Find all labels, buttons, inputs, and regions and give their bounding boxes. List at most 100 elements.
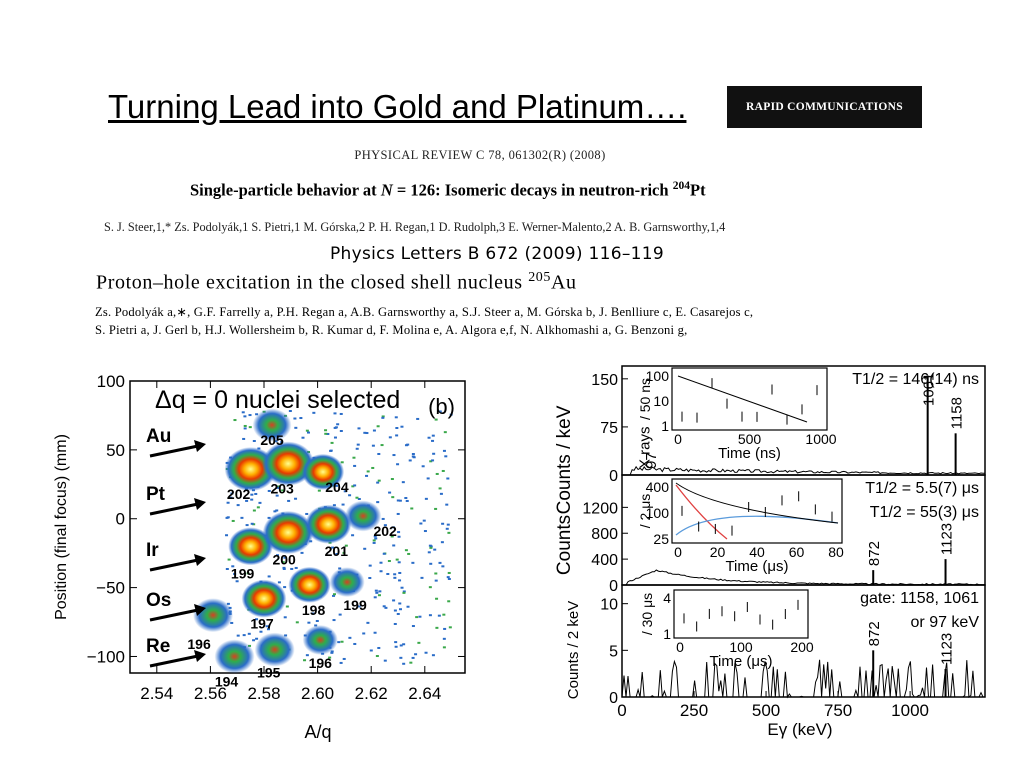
heatmap-noise-pixel — [266, 628, 270, 631]
heatmap-noise-pixel — [299, 417, 303, 420]
heatmap-noise-pixel — [225, 516, 229, 519]
heatmap-noise-pixel — [341, 503, 345, 506]
heatmap-noise-pixel — [353, 484, 357, 487]
heatmap-noise-pixel — [449, 413, 453, 416]
heatmap-element-labels: Au Pt Ir Os Re — [146, 426, 206, 668]
spectrum-xtick-label: 0 — [617, 701, 626, 720]
heatmap-noise-pixel — [362, 632, 366, 635]
heatmap-noise-pixel — [402, 591, 406, 594]
heatmap-noise-pixel — [417, 641, 421, 644]
heatmap-noise-pixel — [382, 552, 386, 555]
heatmap-spot — [252, 408, 292, 442]
heatmap-spot — [329, 567, 365, 598]
heatmap-noise-pixel — [250, 498, 254, 501]
heatmap-noise-pixel — [399, 644, 403, 647]
heatmap-noise-pixel — [414, 653, 418, 656]
spectrum-ytick-label: 800 — [591, 526, 618, 543]
spectrum-annotation: T1/2 = 5.5(7) μs — [865, 480, 979, 497]
spectrum-xlabel: Eγ (keV) — [767, 720, 832, 739]
heatmap-noise-pixel — [357, 497, 361, 500]
paper1-title: Single-particle behavior at N = 126: Iso… — [190, 180, 706, 201]
paper1-title-pre: Single-particle behavior at — [190, 180, 381, 200]
spectrum-ytick-label: 0 — [609, 468, 618, 485]
heatmap-noise-pixel — [444, 455, 448, 458]
heatmap-noise-pixel — [300, 551, 304, 554]
heatmap-noise-pixel — [282, 567, 286, 570]
heatmap-noise-pixel — [330, 651, 334, 654]
heatmap-noise-pixel — [411, 656, 415, 659]
heatmap-spot-label: 200 — [272, 552, 296, 568]
heatmap-xlabel: A/q — [304, 722, 331, 742]
heatmap-noise-pixel — [333, 426, 337, 429]
spectrum-shared-ylabel: Counts / keV — [554, 405, 575, 514]
heatmap-noise-pixel — [283, 616, 287, 619]
heatmap-noise-pixel — [277, 581, 281, 584]
heatmap-noise-pixel — [353, 642, 357, 645]
heatmap-noise-pixel — [340, 640, 344, 643]
heatmap-noise-pixel — [418, 615, 422, 618]
heatmap-ytick-label: −100 — [87, 647, 125, 666]
heatmap-noise-pixel — [416, 417, 420, 420]
heatmap-element-arrow — [149, 654, 199, 668]
heatmap-noise-pixel — [357, 427, 361, 430]
heatmap-noise-pixel — [383, 524, 387, 527]
heatmap-noise-pixel — [336, 423, 340, 426]
heatmap-noise-pixel — [379, 570, 383, 573]
heatmap-noise-pixel — [377, 594, 381, 597]
spectrum-inset-xtick: 100 — [729, 639, 753, 655]
heatmap-noise-pixel — [443, 431, 447, 434]
heatmap-noise-pixel — [233, 419, 237, 422]
spectrum-annotation: or 97 keV — [911, 614, 980, 631]
heatmap-noise-pixel — [411, 561, 415, 564]
heatmap-noise-pixel — [334, 484, 338, 487]
heatmap-noise-pixel — [397, 531, 401, 534]
spectrum-peak-label: 1061 — [921, 373, 938, 406]
heatmap-ylabel: Position (final focus) (mm) — [53, 434, 70, 620]
spectrum-peak-label: 872 — [866, 541, 883, 566]
heatmap-noise-pixel — [294, 497, 298, 500]
heatmap-noise-pixel — [243, 427, 247, 430]
heatmap-noise-pixel — [307, 431, 311, 434]
heatmap-noise-pixel — [390, 478, 394, 481]
spectrum-ytick-label: 400 — [591, 552, 618, 569]
heatmap-noise-pixel — [293, 417, 297, 420]
heatmap-noise-pixel — [355, 447, 359, 450]
heatmap-noise-pixel — [276, 485, 280, 488]
heatmap-noise-pixel — [384, 606, 388, 609]
heatmap-noise-pixel — [281, 561, 285, 564]
heatmap-noise-pixel — [332, 593, 336, 596]
heatmap-noise-pixel — [393, 573, 397, 576]
heatmap-xtick-label: 2.58 — [247, 684, 280, 703]
heatmap-noise-pixel — [429, 546, 433, 549]
heatmap-noise-pixel — [285, 605, 289, 608]
heatmap-noise-pixel — [315, 619, 319, 622]
heatmap-noise-pixel — [252, 639, 256, 642]
heatmap-noise-pixel — [338, 613, 342, 616]
heatmap-noise-pixel — [412, 456, 416, 459]
heatmap-noise-pixel — [378, 590, 382, 593]
heatmap-element-label: Ir — [146, 540, 159, 561]
heatmap-noise-pixel — [406, 605, 410, 608]
heatmap-noise-pixel — [424, 497, 428, 500]
heatmap-noise-pixel — [398, 499, 402, 502]
heatmap-spot-label: 195 — [257, 665, 281, 681]
heatmap-noise-pixel — [275, 494, 279, 497]
heatmap-spot-label: 194 — [215, 673, 239, 689]
spectrum-peak-label: 1123 — [939, 633, 956, 665]
heatmap-xtick-label: 2.56 — [194, 684, 227, 703]
paper1-title-mid: = 126: Isomeric decays in neutron-rich — [392, 180, 673, 200]
heatmap-noise-pixel — [337, 641, 341, 644]
heatmap-noise-pixel — [352, 456, 356, 459]
heatmap-noise-pixel — [230, 492, 234, 495]
heatmap-noise-pixel — [273, 510, 277, 513]
heatmap-noise-pixel — [376, 425, 380, 428]
heatmap-spot — [301, 453, 345, 490]
heatmap-noise-pixel — [357, 605, 361, 608]
heatmap-noise — [225, 410, 453, 665]
heatmap-noise-pixel — [432, 452, 436, 455]
heatmap-noise-pixel — [393, 609, 397, 612]
heatmap-element-arrowhead — [194, 498, 206, 510]
paper1-journal: PHYSICAL REVIEW C 78, 061302(R) (2008) — [354, 148, 606, 162]
heatmap-ticks: 2.54 2.56 2.58 2.60 2.62 2.64 100 50 0 −50 −100 — [87, 372, 465, 703]
